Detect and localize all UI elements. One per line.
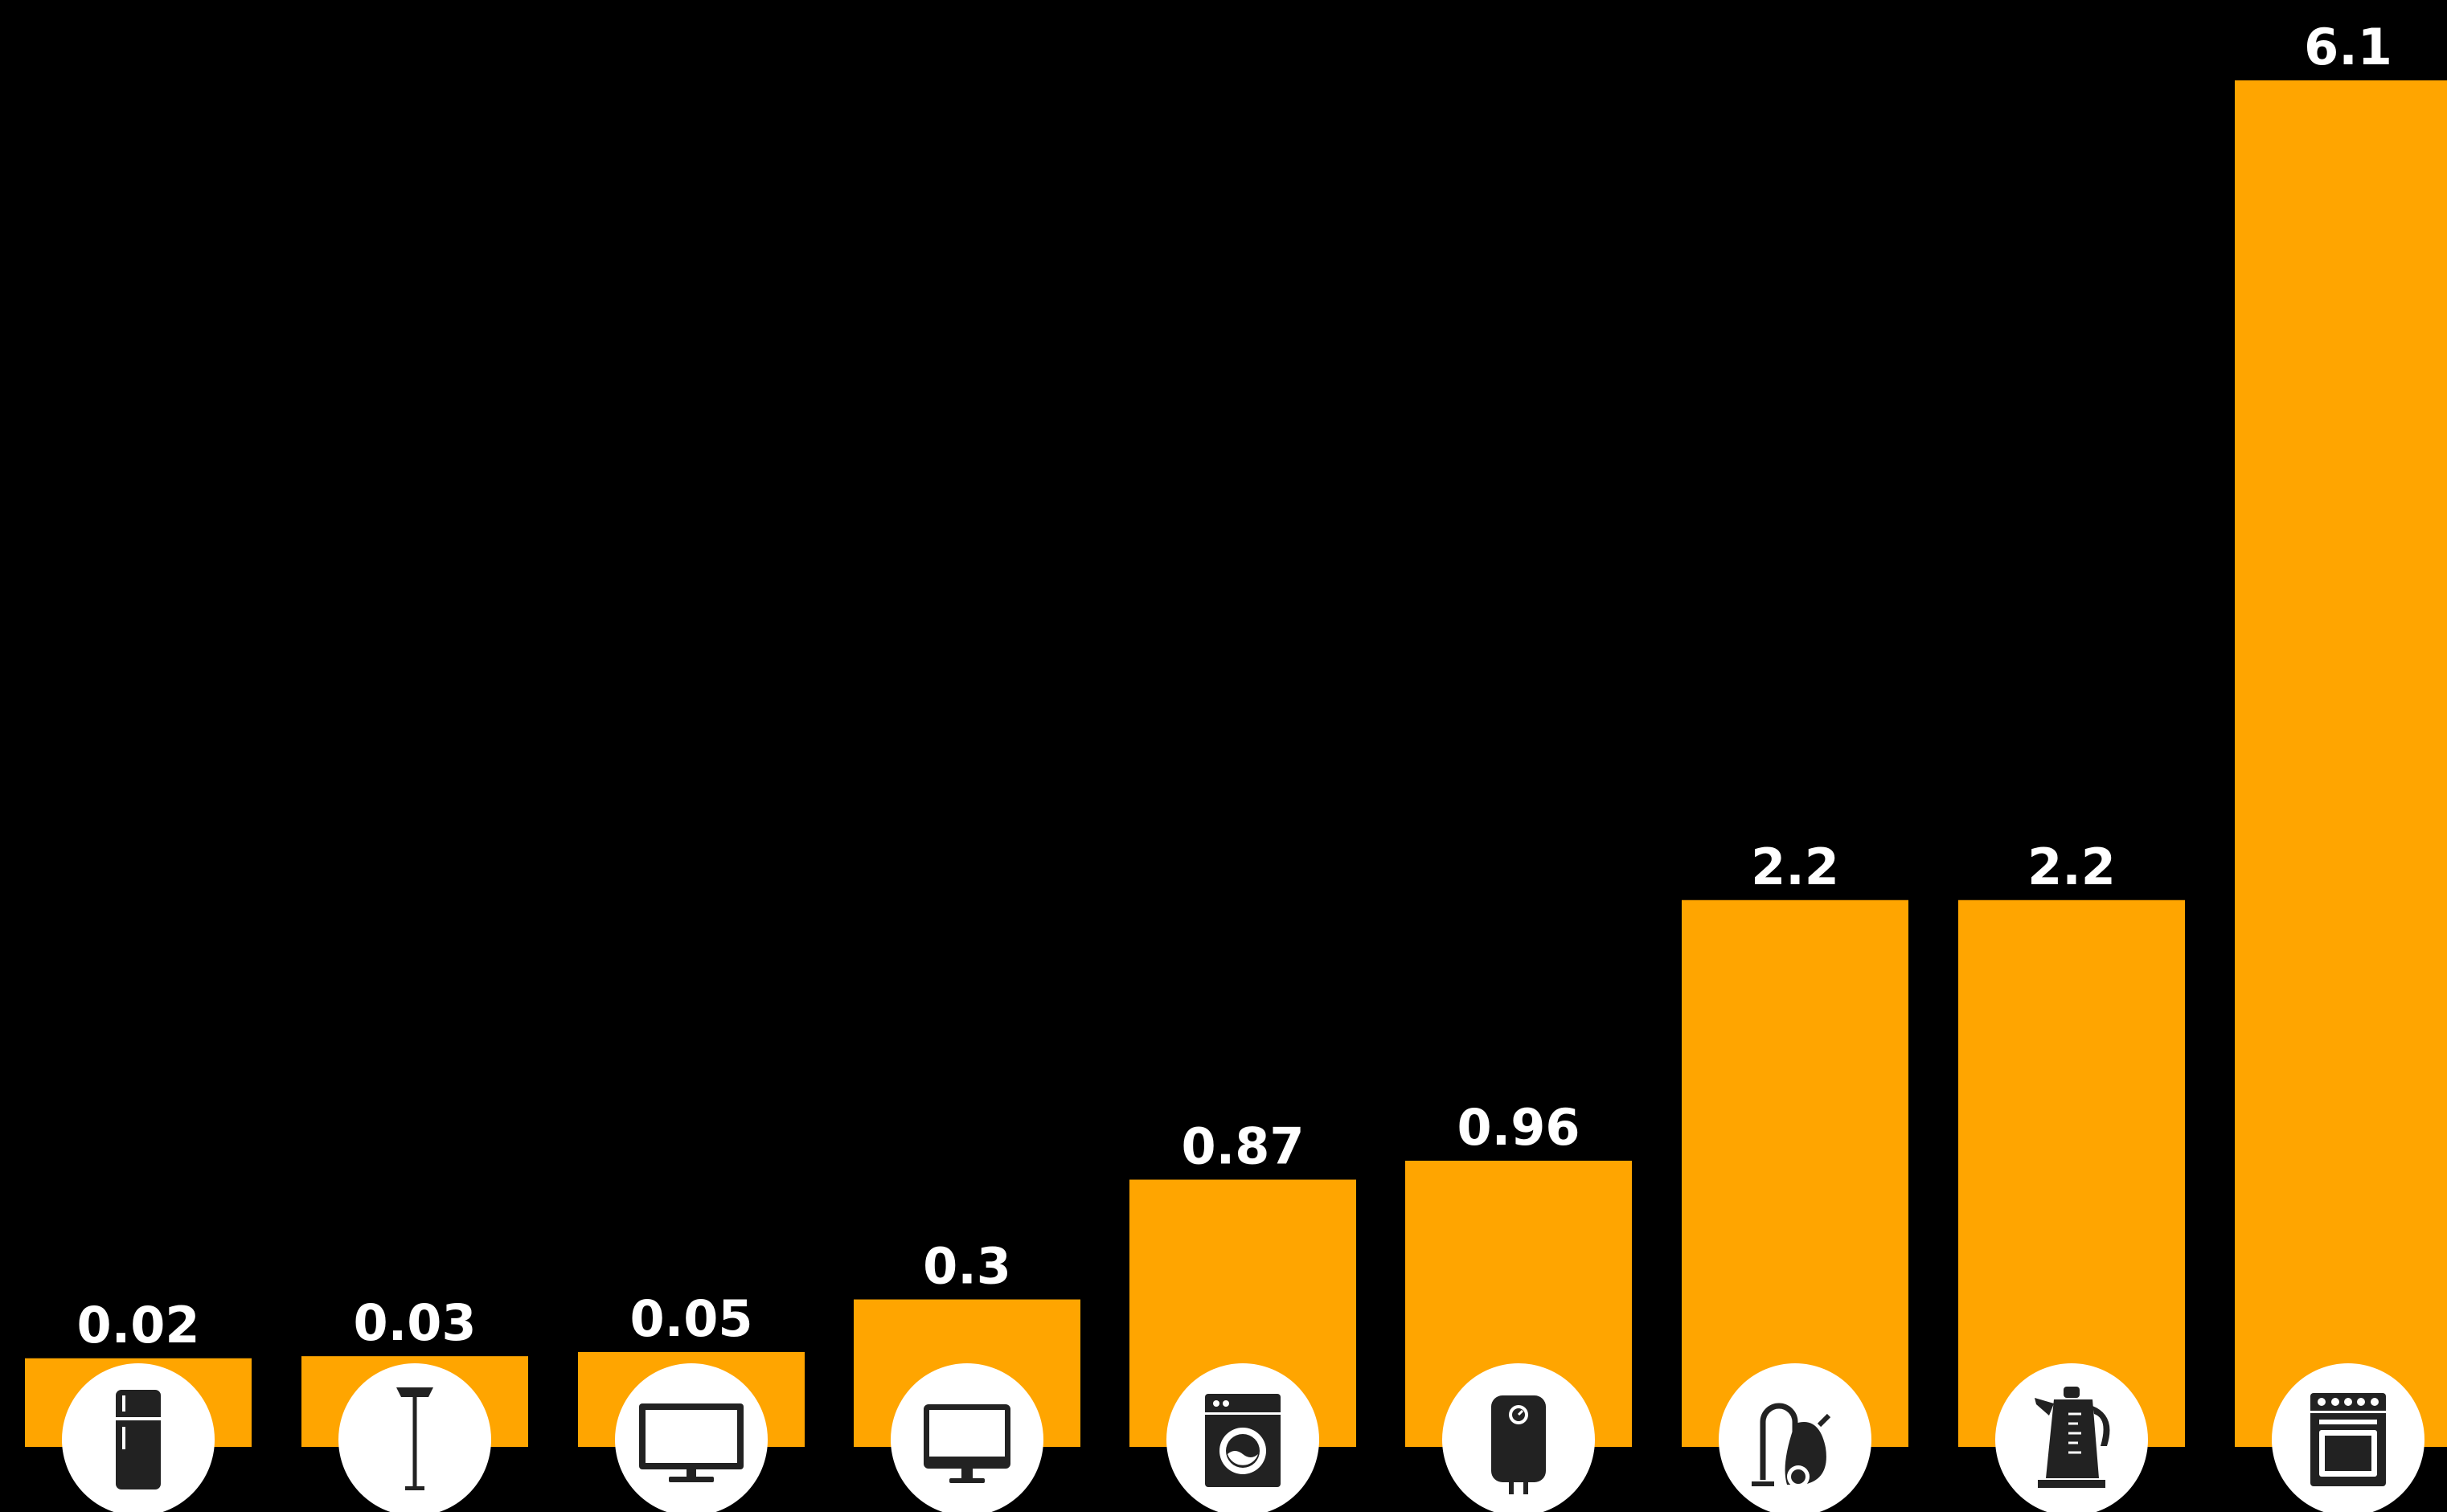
bar-value-label-7: 2.2 xyxy=(2027,838,2116,896)
bar-value-label-0: 0.02 xyxy=(77,1296,200,1354)
monitor-icon xyxy=(924,1404,1010,1483)
icons-group xyxy=(62,1363,2424,1512)
bar-7 xyxy=(1958,899,2185,1447)
value-labels-group: 0.02 0.03 0.05 0.3 0.87 0.96 2.2 2.2 6.1 xyxy=(77,18,2392,1354)
bar-value-label-1: 0.03 xyxy=(354,1293,477,1352)
bar-8 xyxy=(2235,80,2447,1447)
bar-value-label-6: 2.2 xyxy=(1751,838,1839,896)
floor-lamp-icon xyxy=(396,1387,433,1490)
kettle-icon xyxy=(2035,1387,2110,1488)
oven-icon xyxy=(2310,1393,2386,1486)
water-heater-icon xyxy=(1491,1395,1546,1494)
bar-value-label-4: 0.87 xyxy=(1182,1117,1305,1176)
bar-value-label-5: 0.96 xyxy=(1457,1098,1580,1157)
bar-value-label-2: 0.05 xyxy=(630,1289,753,1348)
washing-machine-icon xyxy=(1205,1394,1281,1487)
fridge-icon xyxy=(116,1390,161,1489)
bar-value-label-8: 6.1 xyxy=(2304,18,2392,76)
bar-value-label-3: 0.3 xyxy=(923,1237,1011,1296)
tv-icon xyxy=(639,1403,744,1482)
vacuum-cleaner-icon xyxy=(1752,1403,1831,1488)
bar-6 xyxy=(1682,899,1908,1447)
